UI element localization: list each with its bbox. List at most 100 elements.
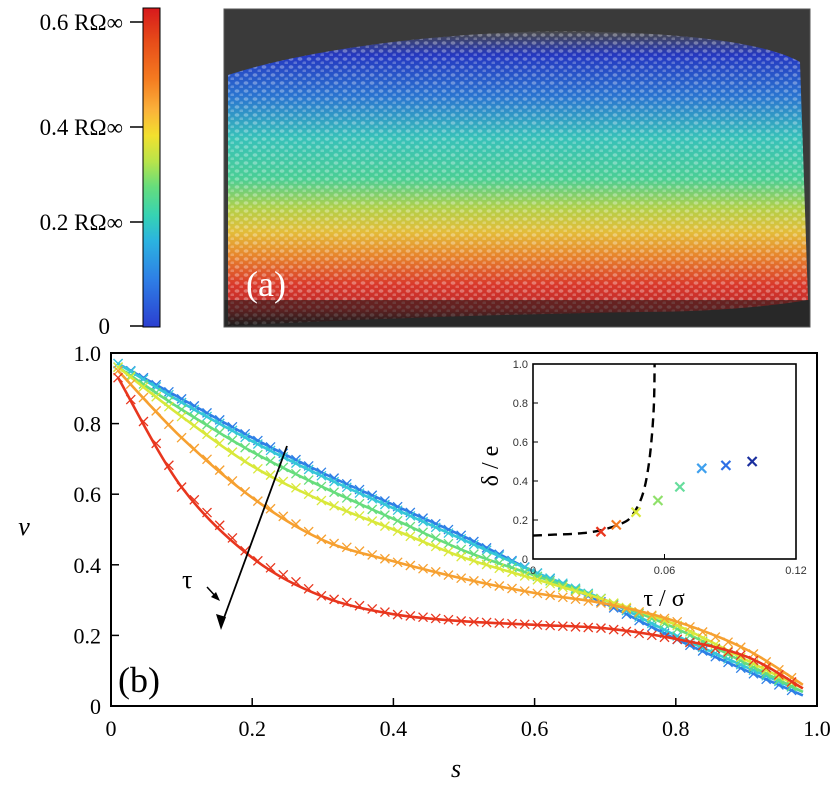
inset-plot: 0 0.06 0.12 0 0.2 0.4 0.6 0.8 1.0 τ / σ δ / e xyxy=(478,359,807,612)
series-marker xyxy=(163,386,174,397)
series-marker xyxy=(227,475,238,486)
series-marker xyxy=(418,536,429,547)
y-tick-label: 0.2 xyxy=(74,623,102,648)
series-marker xyxy=(240,456,251,466)
main-series xyxy=(113,358,804,697)
series-marker xyxy=(303,583,314,594)
series-marker xyxy=(189,412,200,423)
series-marker xyxy=(405,560,416,571)
series-marker xyxy=(291,519,301,529)
series-marker xyxy=(214,465,225,476)
series-marker xyxy=(329,500,340,511)
series-marker xyxy=(557,621,568,632)
series-marker xyxy=(684,626,695,637)
series-marker xyxy=(583,622,594,633)
inset-y-tick-label: 0.8 xyxy=(513,398,528,410)
series-marker xyxy=(481,545,492,556)
inset-y-tick-label: 1.0 xyxy=(513,359,528,371)
series-marker xyxy=(176,411,187,422)
series-marker xyxy=(557,582,568,593)
series-marker xyxy=(596,623,606,634)
series-marker xyxy=(697,640,708,651)
series-marker xyxy=(367,504,378,515)
series-marker xyxy=(278,511,289,522)
series-marker xyxy=(468,555,479,566)
tau-label: τ xyxy=(182,565,192,594)
series-marker xyxy=(303,475,314,486)
series-marker xyxy=(379,510,390,521)
series-marker xyxy=(379,607,390,618)
series-marker xyxy=(227,447,238,458)
inset-point xyxy=(611,519,622,531)
series-marker xyxy=(545,620,556,631)
series-marker xyxy=(354,488,365,499)
series-marker xyxy=(367,549,378,560)
series-marker xyxy=(125,379,136,390)
inset-point xyxy=(746,456,758,467)
tau-arrow-head xyxy=(216,614,226,630)
series-marker xyxy=(659,632,670,643)
photo-frame xyxy=(223,8,811,328)
series-marker xyxy=(214,438,225,449)
colorbar: 0.6 RΩ∞ 0.4 RΩ∞ 0.2 RΩ∞ 0 xyxy=(40,7,161,339)
series-marker xyxy=(138,392,149,403)
series-marker xyxy=(379,553,390,564)
inset-points xyxy=(595,456,758,537)
series-marker xyxy=(735,650,746,661)
series-marker xyxy=(494,581,505,591)
series-marker xyxy=(151,405,162,416)
main-plot: 0 0.2 0.4 0.6 0.8 1.0 0 0.2 0.4 0.6 0.8 1.0 s v (b)… xyxy=(18,341,830,783)
inset-point xyxy=(674,481,686,493)
series-marker xyxy=(138,379,149,390)
series-marker xyxy=(430,533,441,543)
series-marker xyxy=(418,563,429,574)
photo-bottom-shadow xyxy=(224,300,810,327)
series-marker xyxy=(405,610,416,621)
series-marker xyxy=(265,470,276,481)
series-marker xyxy=(468,575,479,586)
series-marker xyxy=(570,586,581,597)
series-marker xyxy=(316,590,327,601)
series-marker xyxy=(468,616,479,627)
x-tick-label: 0 xyxy=(106,716,117,741)
series-marker xyxy=(189,443,200,454)
x-tick-label: 0.6 xyxy=(521,716,549,741)
series-marker xyxy=(443,570,454,580)
inset-x-tick-label: 0.06 xyxy=(654,565,675,577)
series-marker xyxy=(329,487,340,498)
series-marker xyxy=(392,515,403,526)
tau-arrow-line xyxy=(220,445,288,627)
series-marker xyxy=(214,520,225,531)
main-axis-ticks: 0 0.2 0.4 0.6 0.8 1.0 0 0.2 0.4 0.6 0.8 1.0 xyxy=(74,341,830,741)
series-marker xyxy=(621,603,632,614)
series-marker xyxy=(278,476,289,487)
series-marker xyxy=(202,454,212,465)
series-marker xyxy=(189,404,200,415)
series-marker xyxy=(418,516,429,527)
inset-fit-line xyxy=(532,363,656,537)
series-marker xyxy=(113,365,124,376)
series-marker xyxy=(583,596,594,607)
series-marker xyxy=(265,456,276,466)
series-marker xyxy=(176,482,187,493)
series-marker xyxy=(252,463,263,474)
inset-y-tick-label: 0.2 xyxy=(513,515,528,527)
inset-y-tick-label: 0.4 xyxy=(513,476,528,488)
series-marker xyxy=(646,630,657,641)
series-marker xyxy=(113,362,124,373)
series-marker xyxy=(545,590,556,601)
panel-b-label: (b) xyxy=(118,660,160,700)
panel-a-photo: (a) xyxy=(223,8,811,328)
series-marker xyxy=(418,612,429,623)
series-marker xyxy=(227,425,238,436)
series-marker xyxy=(430,541,441,552)
series-marker xyxy=(189,420,200,431)
series-marker xyxy=(710,643,721,654)
inset-y-title: δ / e xyxy=(478,446,504,487)
series-marker xyxy=(532,619,543,630)
series-marker xyxy=(227,435,238,445)
series-marker xyxy=(659,613,670,624)
series-marker xyxy=(672,634,683,645)
series-marker xyxy=(684,637,695,648)
series-marker xyxy=(468,539,479,550)
